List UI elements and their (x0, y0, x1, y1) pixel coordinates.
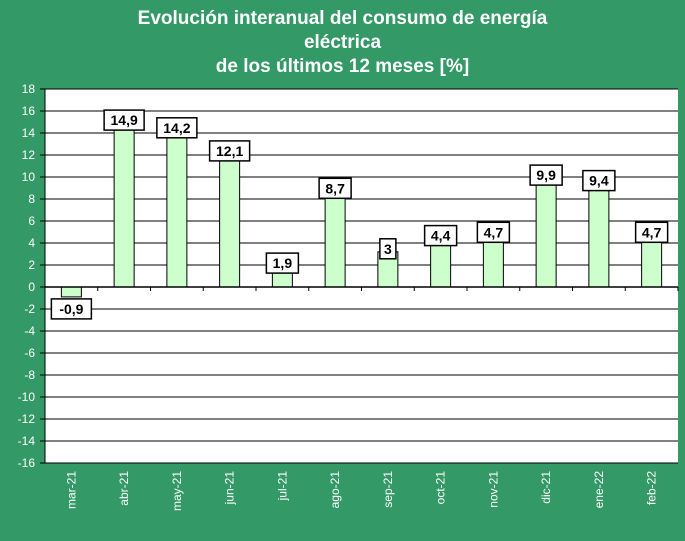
chart-title-line-3: de los últimos 12 meses [%] (215, 56, 470, 77)
x-tick-label: nov-21 (486, 471, 500, 508)
y-tick-label: 4 (28, 236, 35, 250)
y-tick-label: 8 (28, 192, 35, 206)
data-label-text: 12,1 (216, 143, 243, 159)
data-label-dic-21: 9,9 (529, 164, 563, 186)
y-tick-label: -10 (18, 390, 36, 404)
data-label-box (423, 224, 458, 247)
x-tick-label: oct-21 (434, 471, 448, 505)
plot-area (45, 89, 678, 463)
y-tick-label: 12 (22, 148, 36, 162)
y-tick-label: -6 (24, 346, 35, 360)
data-label-text: 4,7 (642, 224, 662, 240)
chart-title-line-1: Evolución interanual del consumo de ener… (137, 8, 548, 29)
y-tick-label: 18 (22, 82, 36, 96)
y-tick-label: -8 (24, 368, 35, 382)
bar-dic-21 (535, 177, 557, 288)
y-tick-label: 2 (28, 258, 35, 272)
chart-title-line-2: eléctrica (303, 32, 382, 53)
data-label-sep-21: 3 (379, 238, 397, 260)
y-tick-label: 6 (28, 214, 35, 228)
bar-abr-21 (113, 122, 135, 288)
y-tick-label: 0 (28, 280, 35, 294)
data-label-feb-22: 4,7 (634, 221, 669, 244)
data-label-jul-21: 1,9 (265, 252, 300, 274)
data-label-abr-21: 14,9 (103, 109, 145, 131)
data-label-box (208, 140, 251, 162)
y-tick-label: 14 (22, 126, 36, 140)
x-tick-label: ago-21 (328, 471, 342, 509)
data-label-mar-21: -0,9 (50, 298, 93, 320)
data-label-text: 3 (384, 241, 392, 257)
data-label-text: 9,4 (589, 173, 609, 189)
bar-ago-21 (324, 190, 346, 288)
data-label-box (318, 177, 352, 200)
data-label-text: 4,7 (484, 224, 504, 240)
x-tick-label: sep-21 (381, 471, 395, 508)
x-tick-label: dic-21 (539, 471, 553, 504)
y-tick-label: -16 (18, 456, 36, 470)
data-label-ene-22: 9,4 (582, 169, 616, 192)
bar-feb-22 (641, 234, 663, 288)
x-tick-label: feb-22 (645, 471, 659, 505)
y-tick-label: -12 (18, 412, 36, 426)
x-tick-label: may-21 (170, 471, 184, 511)
data-label-ago-21: 8,7 (318, 177, 352, 200)
data-label-oct-21: 4,4 (423, 224, 458, 247)
x-tick-label: ene-22 (592, 471, 606, 509)
y-tick-label: -2 (24, 302, 35, 316)
data-label-jun-21: 12,1 (208, 140, 251, 162)
bar-nov-21 (482, 234, 504, 288)
y-tick-label: -4 (24, 324, 35, 338)
gridlines (45, 88, 678, 464)
bar-may-21 (166, 130, 188, 288)
data-label-may-21: 14,2 (156, 117, 198, 139)
data-labels: -0,9 14,9 14,2 12,1 1,9 8,7 3 4,4 4,7 9,9 9,4 4,7 (50, 109, 669, 320)
data-label-box (103, 109, 145, 131)
data-label-text: 9,9 (536, 167, 556, 183)
data-label-text: 4,4 (431, 228, 451, 244)
y-tick-label: -14 (18, 434, 36, 448)
data-label-box (50, 298, 93, 320)
data-label-text: 8,7 (325, 180, 345, 196)
bar-ene-22 (588, 183, 610, 288)
axes: 18 16 14 12 10 8 6 4 2 0 -2 -4 -6 -8 -10 -12 -14 -16 mar-2… (18, 82, 679, 511)
x-tick-label: mar-21 (64, 471, 78, 509)
x-tick-label: abr-21 (117, 471, 131, 506)
data-label-box (476, 221, 511, 244)
y-tick-label: 10 (22, 170, 36, 184)
x-tick-label: jul-21 (275, 471, 289, 502)
data-label-box (265, 252, 300, 274)
data-label-text: 14,2 (163, 120, 190, 136)
data-label-text: 1,9 (273, 255, 293, 271)
data-label-box (156, 117, 198, 139)
data-label-box (529, 164, 563, 186)
x-tick-label: jun-21 (223, 471, 237, 506)
data-label-nov-21: 4,7 (476, 221, 511, 244)
data-label-text: 14,9 (111, 112, 138, 128)
data-label-box (379, 238, 397, 260)
bar-mar-21 (60, 286, 82, 298)
data-label-box (634, 221, 669, 244)
data-label-box (582, 169, 616, 192)
bar-jun-21 (219, 153, 241, 288)
y-tick-label: 16 (22, 104, 36, 118)
bars (60, 122, 663, 298)
data-label-text: -0,9 (59, 301, 83, 317)
